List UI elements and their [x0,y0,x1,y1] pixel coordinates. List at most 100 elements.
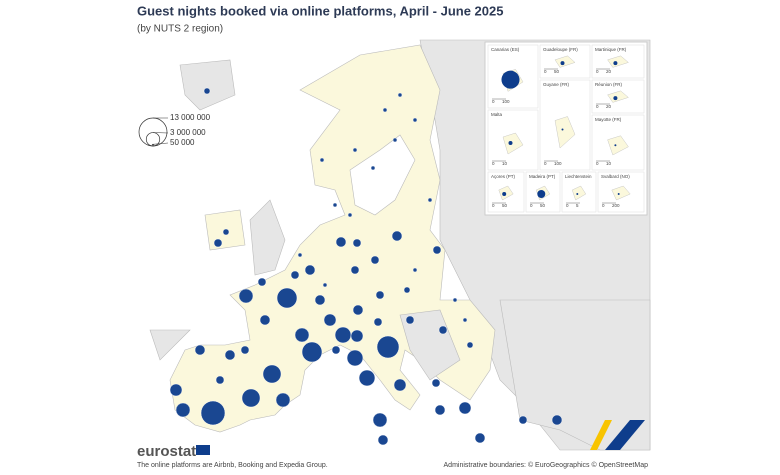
scale-label: 10 [502,161,508,166]
inset-bubble [576,193,578,195]
bubble [353,305,363,315]
bubble [335,327,351,343]
inset-label: Liechtenstein [565,174,592,179]
legend-label: 3 000 000 [170,128,206,137]
bubble [320,158,324,162]
bubble [433,246,441,254]
bubble [225,350,235,360]
bubble [413,268,417,272]
bubble [170,384,182,396]
logo: eurostat [137,443,210,460]
inset-label: Mayotte (FR) [595,117,622,122]
bubble [394,379,406,391]
inset-label: Madeira (PT) [529,174,556,179]
title: Guest nights booked via online platforms… [137,3,503,18]
bubble [552,415,562,425]
bubble [377,336,399,358]
bubble [432,379,440,387]
bubble [336,237,346,247]
inset-bubble [509,141,513,145]
scale-label: 20 [606,69,612,74]
scale-label: 50 [540,203,546,208]
bubble [176,403,190,417]
bubble [351,330,363,342]
scale-label: 100 [554,161,562,166]
bubble [276,393,290,407]
scale-label: 50 [502,203,508,208]
bubble [406,316,414,324]
legend-circle [139,118,167,146]
legend-label: 13 000 000 [170,113,211,122]
bubble [383,108,387,112]
inset-label: Malta [491,112,503,117]
bubble [463,318,467,322]
inset-label: Réunion (FR) [595,82,623,87]
bubble [260,315,270,325]
bubble [413,118,417,122]
logo-text: eurostat [137,443,196,460]
bubble [241,346,249,354]
scale-label: 20 [606,104,612,109]
bubble [216,376,224,384]
bubble [353,239,361,247]
bubble [439,326,447,334]
bubble [453,298,457,302]
inset-bubble [562,129,564,131]
inset-label: Martinique (FR) [595,47,627,52]
footnote: The online platforms are Airbnb, Booking… [137,462,328,469]
inset-bubble [502,192,506,196]
bubble [348,213,352,217]
inset-bubble [613,96,617,100]
inset-label: Svalbard (NO) [601,174,630,179]
bubble [428,198,432,202]
bubble [263,365,281,383]
bubble [435,405,445,415]
bubble [277,288,297,308]
bubble [353,148,357,152]
inset-bubble [537,190,545,198]
bubble [398,93,402,97]
bubble [351,266,359,274]
bubble [371,256,379,264]
bubble [333,203,337,207]
bubble [204,88,210,94]
inset-bubble [501,71,519,89]
inset-bubble [561,61,565,65]
bubble [201,401,225,425]
bubble [195,345,205,355]
bubble [214,239,222,247]
inset-bubble [618,193,620,195]
inset-bubble [613,61,617,65]
bubble [332,346,340,354]
bubble [392,231,402,241]
bubble [475,433,485,443]
bubble [295,328,309,342]
bubble [242,389,260,407]
bubble [376,291,384,299]
bubble [302,342,322,362]
bubble [298,253,302,257]
bubble [324,314,336,326]
bubble [467,342,473,348]
bubble [291,271,299,279]
bubble [519,416,527,424]
bubble [371,166,375,170]
bubble [223,229,229,235]
bubble [378,435,388,445]
inset-label: Canarias (ES) [491,47,520,52]
bubble [305,265,315,275]
bubble [258,278,266,286]
scale-label: 50 [554,69,560,74]
inset-label: Açores (PT) [491,174,516,179]
inset-bubble [614,144,616,146]
legend-circle [152,144,154,146]
scale-label: 200 [612,203,620,208]
scale-label: 100 [502,99,510,104]
bubble [404,287,410,293]
bubble [239,289,253,303]
scale-label: 10 [606,161,612,166]
bubble [359,370,375,386]
